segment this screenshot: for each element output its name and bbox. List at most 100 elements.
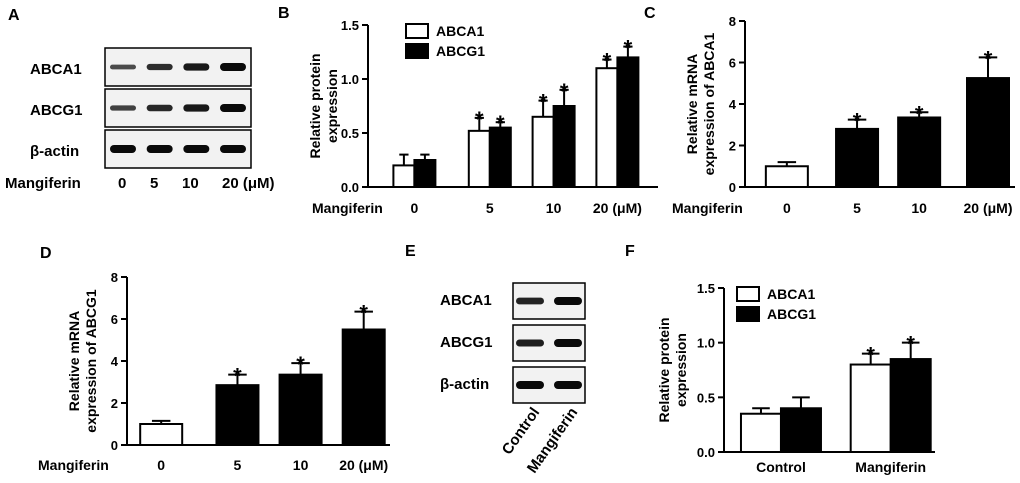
chart-f-legend-label: ABCA1 [767,286,815,302]
chart-d-significance-mark: * [233,364,242,389]
blot-a-dose-20: 20 (μM) [222,175,275,192]
bar-chart-c: 0 2 4 6 8 Relative mRNA expression of ABCA1 Man… [672,14,1015,216]
blot_A-band-0-1 [146,63,173,71]
chart-f-ylabel: Relative protein [656,317,672,422]
chart-f-ytick-label: 0.5 [697,390,715,405]
panel-label-c: C [644,5,656,22]
chart-f-xtick-label: Control [756,459,806,475]
blot_E-band-2-1 [554,381,582,389]
chart-b-bar-abca1 [392,164,416,188]
chart-b-bar-abca1 [467,129,491,188]
blot-a-dose-5: 5 [150,175,158,192]
bar-chart-d: 0 2 4 6 8 Relative mRNA expression of ABCG1 Man… [38,270,390,473]
chart-c-ytick-label: 2 [729,139,736,154]
chart-b-xtick-label: 0 [411,200,419,216]
chart-c-significance-mark: * [853,109,862,134]
chart-f-xtick-label: Mangiferin [855,459,926,475]
chart-b-significance-mark: * [496,111,505,136]
chart-b-ytick-label: 1.0 [341,72,359,87]
chart-b-bar-abca1 [531,115,555,188]
chart-b-ytick-label: 1.5 [341,18,359,33]
blot-a-row-label-abcg1: ABCG1 [30,102,83,119]
chart-c-ytick-label: 8 [729,14,736,29]
chart-c-xtick-label: 0 [783,200,791,216]
chart-b-bar-abcg1 [616,56,640,189]
chart-b-bar-abcg1 [488,126,512,188]
chart-c-xtick-label: 5 [853,200,861,216]
western-blot-a: ABCA1 ABCG1 β-actin Mangiferin 0 5 10 20… [5,47,275,192]
blot_A-band-0-3 [220,63,246,71]
chart-b-ytick-label: 0.5 [341,126,359,141]
chart-d-ytick-label: 4 [111,354,119,369]
chart-b-significance-mark: * [603,49,612,74]
chart-b-legend-label: ABCA1 [436,23,484,39]
chart-b-legend-swatch [405,23,429,39]
blot-a-dose-10: 10 [182,175,199,192]
panel-label-e: E [405,243,416,260]
chart-d-ytick-label: 8 [111,270,118,285]
chart-c-xtick-label: 20 (μM) [963,200,1012,216]
blot_A-band-1-2 [183,104,210,112]
chart-d-bar-abcg1-mrna [139,423,184,446]
blot_A-band-2-0 [110,145,136,153]
chart-d-xtick-label: 0 [157,457,165,473]
chart-d-xlabel: Mangiferin [38,457,109,473]
chart-d-bar-abcg1-mrna [278,373,323,446]
chart-b-bar-abcg1 [552,105,576,188]
chart-d-ytick-label: 6 [111,312,118,327]
chart-d-ylabel: expression of ABCG1 [83,289,99,433]
chart-c-ytick-label: 4 [729,97,737,112]
blot_A-band-2-3 [220,145,246,153]
chart-b-legend-label: ABCG1 [436,43,485,59]
bar-chart-b: 0.0 0.5 1.0 1.5 Relative protein expression Ma… [307,18,658,216]
chart-b-significance-mark: * [475,107,484,132]
blot-e-row-label-actin: β-actin [440,376,489,393]
blot-e-row-label-abcg1: ABCG1 [440,334,493,351]
chart-b-ylabel: Relative protein [307,53,323,158]
chart-d-ylabel: Relative mRNA [66,311,82,411]
chart-f-legend-swatch [736,306,760,322]
bar-chart-f: 0.0 0.5 1.0 1.5 Relative protein expression Co… [656,281,935,475]
blot_E-band-0-0 [516,297,544,305]
chart-b-bar-abca1 [595,67,619,188]
chart-c-significance-mark: * [984,46,993,71]
chart-b-significance-mark: * [624,36,633,61]
chart-c-ylabel: Relative mRNA [684,54,700,154]
chart-f-ylabel: expression [673,333,689,407]
chart-d-significance-mark: * [296,352,305,377]
panel-label-b: B [278,5,290,22]
blot-a-row-label-actin: β-actin [30,143,79,160]
chart-c-ytick-label: 0 [729,180,736,195]
chart-c-ylabel: expression of ABCA1 [701,32,717,175]
chart-f-significance-mark: * [906,332,915,357]
chart-c-bar-abca1-mrna [835,127,880,188]
blot_E-band-2-0 [516,381,544,389]
chart-f-bar-abcg1 [889,358,932,454]
chart-c-xlabel: Mangiferin [672,200,743,216]
blot_A-band-1-3 [220,104,246,112]
chart-c-ytick-label: 6 [729,56,736,71]
blot_A-band-0-2 [183,63,210,71]
chart-b-ylabel: expression [324,69,340,143]
panel-label-f: F [625,243,635,260]
chart-d-xtick-label: 5 [234,457,242,473]
chart-c-bar-abca1-mrna [897,116,942,188]
chart-b-bar-abcg1 [413,159,437,188]
blot_E-band-1-0 [516,339,544,347]
blot-e-row-label-abca1: ABCA1 [440,292,492,309]
blot_A-band-1-0 [110,105,136,111]
chart-f-bar-abca1 [849,363,892,453]
chart-f-ytick-label: 1.5 [697,281,715,296]
blot_A-band-0-0 [110,64,136,70]
chart-d-bar-abcg1-mrna [341,328,386,446]
chart-f-legend-label: ABCG1 [767,306,816,322]
chart-d-bar-abcg1-mrna [215,384,260,446]
chart-b-xlabel: Mangiferin [312,200,383,216]
blot_E-band-1-1 [554,339,582,347]
chart-d-ytick-label: 2 [111,396,118,411]
chart-d-ytick-label: 0 [111,438,118,453]
chart-c-significance-mark: * [915,101,924,126]
panel-label-a: A [8,7,20,24]
chart-c-bar-abca1-mrna [966,77,1010,188]
